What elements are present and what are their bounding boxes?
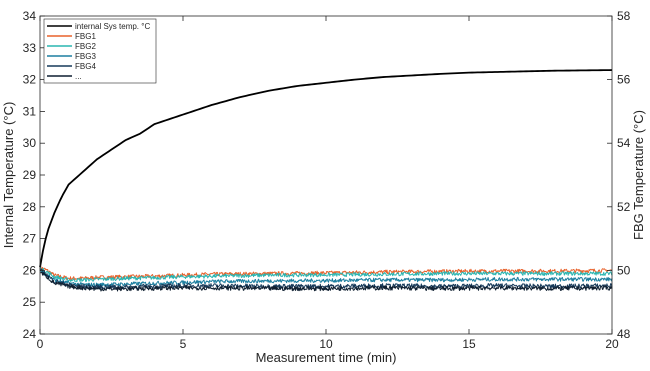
y-left-tick-label-2: 26 [23, 263, 37, 277]
y-right-tick-label-2: 52 [617, 200, 631, 214]
y-left-tick-label-7: 31 [23, 104, 37, 118]
legend-entry-4: FBG4 [75, 62, 96, 71]
y-axis-left-label: Internal Temperature (°C) [1, 102, 16, 249]
y-left-tick-label-6: 30 [23, 136, 37, 150]
y-left-tick-label-3: 27 [23, 232, 37, 246]
series-line-2 [39, 267, 613, 283]
ticks-layer: 0 5 10 15 20 24 25 26 27 28 29 30 31 32 33 34 48 50 52 54 56… [23, 9, 631, 351]
series-line-5 [39, 271, 613, 292]
legend: internal Sys temp. °CFBG1FBG2FBG3FBG4... [43, 18, 157, 84]
x-tick-label-2: 10 [319, 337, 333, 351]
x-axis-label: Measurement time (min) [256, 350, 397, 365]
legend-entry-3: FBG3 [75, 52, 96, 61]
legend-entry-1: FBG1 [75, 32, 96, 41]
series-layer [39, 69, 613, 292]
legend-entry-5: ... [75, 72, 82, 81]
y-right-tick-label-4: 56 [617, 73, 631, 87]
x-tick-label-3: 15 [462, 337, 476, 351]
legend-entry-0: internal Sys temp. °C [75, 22, 150, 31]
y-left-tick-label-5: 29 [23, 168, 37, 182]
y-left-tick-label-8: 32 [23, 73, 37, 87]
y-left-tick-label-1: 25 [23, 295, 37, 309]
y-left-tick-label-0: 24 [23, 327, 37, 341]
y-left-tick-label-10: 34 [23, 9, 37, 23]
legend-entry-2: FBG2 [75, 42, 96, 51]
y-right-tick-label-1: 50 [617, 263, 631, 277]
y-right-tick-label-3: 54 [617, 136, 631, 150]
x-tick-label-4: 20 [605, 337, 619, 351]
x-tick-label-1: 5 [180, 337, 187, 351]
series-line-3 [39, 269, 613, 288]
y-right-tick-label-0: 48 [617, 327, 631, 341]
legend-box [43, 18, 157, 84]
y-axis-right-label: FBG Temperature (°C) [631, 110, 646, 240]
y-right-tick-label-5: 58 [617, 9, 631, 23]
x-tick-label-0: 0 [37, 337, 44, 351]
y-left-tick-label-9: 33 [23, 41, 37, 55]
series-line-0 [39, 69, 613, 268]
y-left-tick-label-4: 28 [23, 200, 37, 214]
